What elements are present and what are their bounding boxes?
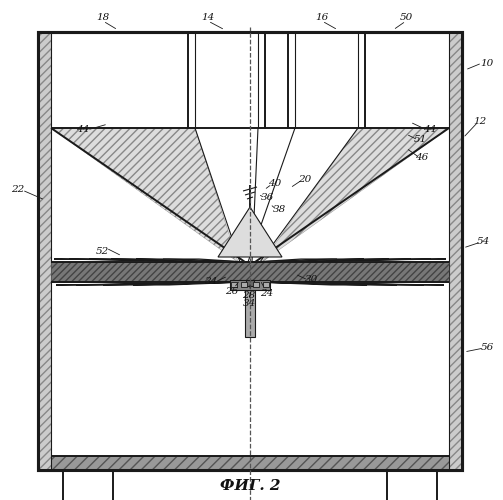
Bar xyxy=(258,32,265,128)
Bar xyxy=(38,32,462,470)
Bar xyxy=(245,282,255,337)
Bar xyxy=(358,32,365,128)
Polygon shape xyxy=(136,259,247,262)
Polygon shape xyxy=(218,207,282,257)
Bar xyxy=(241,282,247,287)
Bar xyxy=(38,32,462,470)
Text: 54: 54 xyxy=(476,238,489,246)
Bar xyxy=(188,32,195,128)
Polygon shape xyxy=(253,282,367,285)
Text: 14: 14 xyxy=(201,12,215,22)
Bar xyxy=(358,32,365,128)
Polygon shape xyxy=(56,282,247,285)
Text: 34: 34 xyxy=(243,300,257,308)
Polygon shape xyxy=(69,259,247,262)
Text: 44: 44 xyxy=(424,126,437,134)
Polygon shape xyxy=(54,259,247,262)
Text: 46: 46 xyxy=(415,154,429,162)
Bar xyxy=(63,470,113,500)
Text: 10: 10 xyxy=(480,58,493,68)
Polygon shape xyxy=(133,282,247,285)
Polygon shape xyxy=(253,259,431,262)
Polygon shape xyxy=(262,128,449,262)
Polygon shape xyxy=(253,282,444,285)
Bar xyxy=(231,282,237,287)
Bar xyxy=(253,282,259,287)
Polygon shape xyxy=(253,259,446,262)
Polygon shape xyxy=(253,259,364,262)
Bar xyxy=(38,32,51,470)
Bar xyxy=(188,32,265,128)
Text: 16: 16 xyxy=(315,12,328,22)
Text: 18: 18 xyxy=(97,12,110,22)
Text: 24: 24 xyxy=(261,288,274,298)
Text: 34: 34 xyxy=(205,278,219,286)
Text: 20: 20 xyxy=(298,176,312,184)
Bar xyxy=(38,32,51,470)
Text: 38: 38 xyxy=(273,206,287,214)
Bar xyxy=(263,282,269,287)
Text: 40: 40 xyxy=(269,180,282,188)
Polygon shape xyxy=(253,259,389,262)
Text: 30: 30 xyxy=(305,276,318,284)
Text: 36: 36 xyxy=(262,194,275,202)
Bar xyxy=(288,32,365,128)
Text: 44: 44 xyxy=(76,126,90,134)
Polygon shape xyxy=(253,282,424,285)
Bar xyxy=(188,32,195,128)
Text: 28: 28 xyxy=(242,290,256,300)
Bar xyxy=(288,32,295,128)
Text: 26: 26 xyxy=(225,288,238,296)
Bar xyxy=(230,280,270,290)
Polygon shape xyxy=(253,259,411,262)
Polygon shape xyxy=(253,282,397,285)
Text: ФИГ. 2: ФИГ. 2 xyxy=(220,479,280,493)
Polygon shape xyxy=(253,259,337,262)
Bar xyxy=(51,262,449,282)
Bar xyxy=(288,32,295,128)
Polygon shape xyxy=(51,128,238,262)
Text: 50: 50 xyxy=(399,12,412,22)
Bar xyxy=(449,32,462,470)
Polygon shape xyxy=(76,282,247,285)
Text: 12: 12 xyxy=(473,118,486,126)
Text: 51: 51 xyxy=(413,136,427,144)
Text: 52: 52 xyxy=(96,248,109,256)
Text: 22: 22 xyxy=(12,186,25,194)
Polygon shape xyxy=(89,259,247,262)
Bar xyxy=(51,456,449,470)
Bar xyxy=(51,456,449,470)
Polygon shape xyxy=(103,282,247,285)
Bar xyxy=(387,470,437,500)
Text: 56: 56 xyxy=(480,344,493,352)
Bar xyxy=(449,32,462,470)
Polygon shape xyxy=(111,259,247,262)
Polygon shape xyxy=(163,259,247,262)
Bar xyxy=(258,32,265,128)
Bar xyxy=(51,262,449,282)
Bar xyxy=(246,280,254,286)
